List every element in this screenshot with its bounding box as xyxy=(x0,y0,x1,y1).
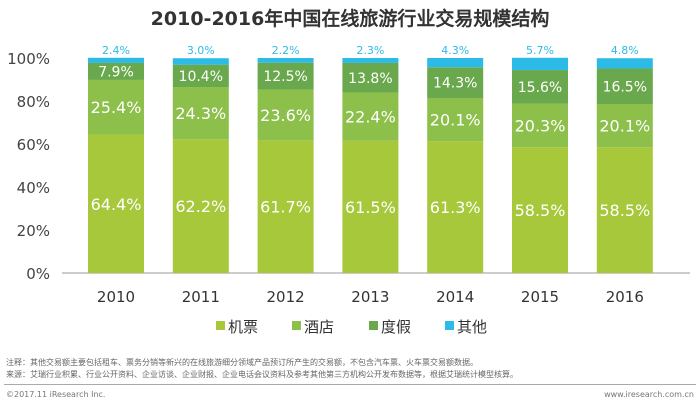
y-tick-label: 40% xyxy=(17,179,50,197)
bar-度假-2016 xyxy=(596,68,653,105)
bar-其他-2015 xyxy=(512,57,568,71)
legend-label: 度假 xyxy=(381,318,411,336)
bar-机票-2012 xyxy=(257,140,314,273)
legend-label: 其他 xyxy=(457,318,487,336)
bar-其他-2013 xyxy=(342,58,399,63)
bar-机票-2013 xyxy=(342,140,399,273)
bar-其他-2010 xyxy=(88,57,144,63)
bar-度假-2013 xyxy=(342,62,399,93)
data-label: 62.2% xyxy=(175,197,226,216)
bar-机票-2010 xyxy=(88,134,144,273)
data-label: 23.6% xyxy=(260,106,311,125)
stacked-bar-chart: 0% 20% 40% 60% 80% 100% 64.4% 25.4% 7.9% 2.4% 2010… xyxy=(7,44,690,336)
data-label: 61.3% xyxy=(430,198,481,217)
y-tick-label: 100% xyxy=(7,50,50,68)
data-label: 20.1% xyxy=(599,117,650,136)
x-tick-label: 2011 xyxy=(182,288,220,306)
bar-其他-2011 xyxy=(172,58,229,65)
bar-度假-2010 xyxy=(88,62,144,80)
footnote-note: 注释：其他交易额主要包括租车、票务分销等新兴的在线旅游细分领域产品预订所产生的交… xyxy=(6,358,478,367)
chart-title: 2010-2016年中国在线旅游行业交易规模结构 xyxy=(150,8,550,30)
x-tick-label: 2013 xyxy=(351,288,389,306)
bar-酒店-2011 xyxy=(172,87,229,140)
data-label: 4.8% xyxy=(611,44,639,57)
bar-其他-2012 xyxy=(257,58,314,63)
bar-酒店-2010 xyxy=(88,79,144,135)
bar-酒店-2016 xyxy=(596,104,653,148)
data-label: 2.3% xyxy=(356,44,384,57)
bar-机票-2015 xyxy=(512,147,568,273)
data-label: 22.4% xyxy=(345,108,396,127)
copyright: ©2017.11 iResearch Inc. xyxy=(6,390,106,399)
y-tick-label: 80% xyxy=(17,93,50,111)
data-label: 2.4% xyxy=(102,44,130,57)
data-label: 61.7% xyxy=(260,198,311,217)
legend-swatch-度假 xyxy=(369,321,378,330)
data-label: 61.5% xyxy=(345,198,396,217)
bar-度假-2014 xyxy=(427,67,484,98)
x-tick-label: 2012 xyxy=(267,288,305,306)
data-label: 24.3% xyxy=(175,104,226,123)
x-tick-label: 2015 xyxy=(521,288,559,306)
data-label: 2.2% xyxy=(272,44,300,57)
data-label: 64.4% xyxy=(91,195,142,214)
x-tick-label: 2014 xyxy=(436,288,474,306)
legend-swatch-其他 xyxy=(445,321,454,330)
legend-swatch-机票 xyxy=(216,321,225,330)
legend-swatch-酒店 xyxy=(292,321,301,330)
y-tick-label: 60% xyxy=(17,136,50,154)
data-label: 20.1% xyxy=(430,111,481,130)
bar-机票-2014 xyxy=(427,141,484,273)
bar-酒店-2014 xyxy=(427,97,484,142)
data-label: 3.0% xyxy=(187,44,215,57)
bar-度假-2011 xyxy=(172,64,229,88)
data-label: 10.4% xyxy=(179,69,223,85)
y-tick-label: 0% xyxy=(26,265,50,283)
y-tick-label: 20% xyxy=(17,222,50,240)
bar-机票-2011 xyxy=(172,139,229,273)
data-label: 58.5% xyxy=(599,201,650,220)
bar-酒店-2013 xyxy=(342,92,399,141)
data-label: 16.5% xyxy=(603,79,647,95)
data-label: 13.8% xyxy=(348,71,392,87)
bar-其他-2016 xyxy=(596,58,653,69)
data-label: 7.9% xyxy=(98,64,134,80)
data-label: 25.4% xyxy=(91,98,142,117)
data-label: 4.3% xyxy=(441,44,469,57)
bar-其他-2014 xyxy=(427,58,484,68)
data-label: 58.5% xyxy=(515,201,566,220)
legend-label: 酒店 xyxy=(304,318,334,336)
data-label: 15.6% xyxy=(518,80,562,96)
bar-酒店-2012 xyxy=(257,89,314,141)
divider xyxy=(4,384,696,385)
bar-度假-2015 xyxy=(512,70,568,104)
data-label: 20.3% xyxy=(515,116,566,135)
footnote-source: 来源：艾瑞行业积累、行业公开资料、企业访谈、企业财报、企业电话会议资料及参考其他… xyxy=(6,370,518,379)
bar-酒店-2015 xyxy=(512,103,568,148)
bar-度假-2012 xyxy=(257,62,314,90)
bar-机票-2016 xyxy=(596,147,653,273)
legend-label: 机票 xyxy=(228,318,258,336)
data-label: 14.3% xyxy=(433,76,477,92)
x-tick-label: 2010 xyxy=(97,288,135,306)
data-label: 5.7% xyxy=(526,44,554,57)
data-label: 12.5% xyxy=(263,69,307,85)
x-tick-label: 2016 xyxy=(606,288,644,306)
website: www.iresearch.com.cn xyxy=(604,390,694,399)
